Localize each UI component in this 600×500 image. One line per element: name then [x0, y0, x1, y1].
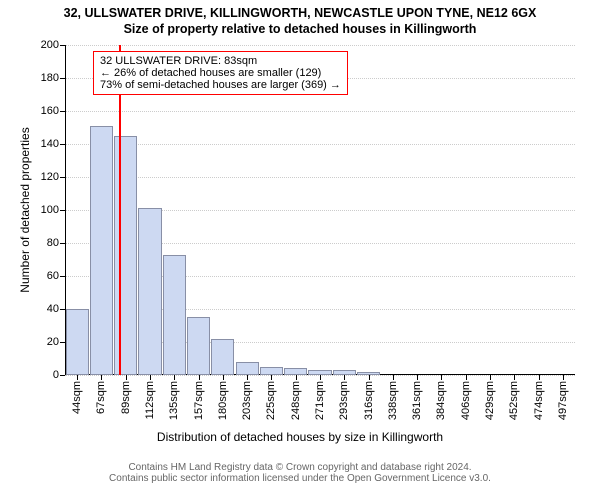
gridline — [65, 45, 575, 46]
x-tick-label: 384sqm — [435, 381, 447, 420]
bar — [90, 126, 113, 375]
x-tick-label: 67sqm — [95, 381, 107, 414]
x-tick-mark — [369, 375, 370, 380]
x-tick-label: 497sqm — [557, 381, 569, 420]
footer: Contains HM Land Registry data © Crown c… — [0, 462, 600, 484]
x-tick-label: 338sqm — [387, 381, 399, 420]
x-tick-label: 89sqm — [120, 381, 132, 414]
x-tick-mark — [417, 375, 418, 380]
x-tick-label: 316sqm — [363, 381, 375, 420]
x-tick-mark — [441, 375, 442, 380]
x-tick-label: 406sqm — [460, 381, 472, 420]
bar — [138, 208, 161, 375]
x-tick-label: 293sqm — [338, 381, 350, 420]
gridline — [65, 111, 575, 112]
y-tick-mark — [60, 375, 65, 376]
bar — [66, 309, 89, 375]
x-tick-mark — [126, 375, 127, 380]
chart-title-line1: 32, ULLSWATER DRIVE, KILLINGWORTH, NEWCA… — [0, 0, 600, 20]
chart-area: 02040608010012014016018020044sqm67sqm89s… — [65, 45, 575, 375]
x-tick-mark — [490, 375, 491, 380]
x-tick-label: 361sqm — [411, 381, 423, 420]
annotation-line: 73% of semi-detached houses are larger (… — [100, 79, 341, 91]
bar — [260, 367, 283, 375]
footer-line: Contains public sector information licen… — [0, 473, 600, 484]
bar — [211, 339, 234, 375]
x-tick-mark — [466, 375, 467, 380]
x-tick-label: 180sqm — [217, 381, 229, 420]
x-tick-label: 225sqm — [265, 381, 277, 420]
x-tick-label: 271sqm — [314, 381, 326, 420]
x-tick-label: 112sqm — [144, 381, 156, 419]
chart-title-line2: Size of property relative to detached ho… — [0, 22, 600, 36]
footer-line: Contains HM Land Registry data © Crown c… — [0, 462, 600, 473]
bar — [236, 362, 259, 375]
x-tick-label: 44sqm — [71, 381, 83, 414]
x-tick-label: 135sqm — [168, 381, 180, 420]
x-tick-mark — [539, 375, 540, 380]
bar — [114, 136, 137, 375]
bar — [163, 255, 186, 375]
gridline — [65, 177, 575, 178]
x-tick-mark — [101, 375, 102, 380]
x-tick-mark — [393, 375, 394, 380]
x-tick-mark — [247, 375, 248, 380]
x-tick-label: 248sqm — [290, 381, 302, 420]
annotation-line: 32 ULLSWATER DRIVE: 83sqm — [100, 55, 341, 67]
x-tick-mark — [150, 375, 151, 380]
x-tick-label: 157sqm — [193, 381, 205, 420]
x-tick-label: 203sqm — [241, 381, 253, 420]
x-tick-label: 429sqm — [484, 381, 496, 420]
x-axis-title: Distribution of detached houses by size … — [0, 430, 600, 444]
x-tick-mark — [174, 375, 175, 380]
plot-region: 02040608010012014016018020044sqm67sqm89s… — [65, 45, 575, 375]
x-tick-mark — [344, 375, 345, 380]
figure: { "title_line1": "32, ULLSWATER DRIVE, K… — [0, 0, 600, 500]
annotation-line: ← 26% of detached houses are smaller (12… — [100, 67, 341, 79]
x-tick-mark — [320, 375, 321, 380]
annotation-box: 32 ULLSWATER DRIVE: 83sqm← 26% of detach… — [93, 51, 348, 95]
x-tick-mark — [271, 375, 272, 380]
x-tick-mark — [77, 375, 78, 380]
x-tick-mark — [563, 375, 564, 380]
x-tick-label: 452sqm — [508, 381, 520, 420]
x-tick-mark — [199, 375, 200, 380]
y-axis-title: Number of detached properties — [18, 45, 32, 375]
x-tick-mark — [296, 375, 297, 380]
x-tick-mark — [514, 375, 515, 380]
gridline — [65, 144, 575, 145]
bar — [284, 368, 307, 375]
x-tick-mark — [223, 375, 224, 380]
bar — [187, 317, 210, 375]
x-tick-label: 474sqm — [533, 381, 545, 420]
